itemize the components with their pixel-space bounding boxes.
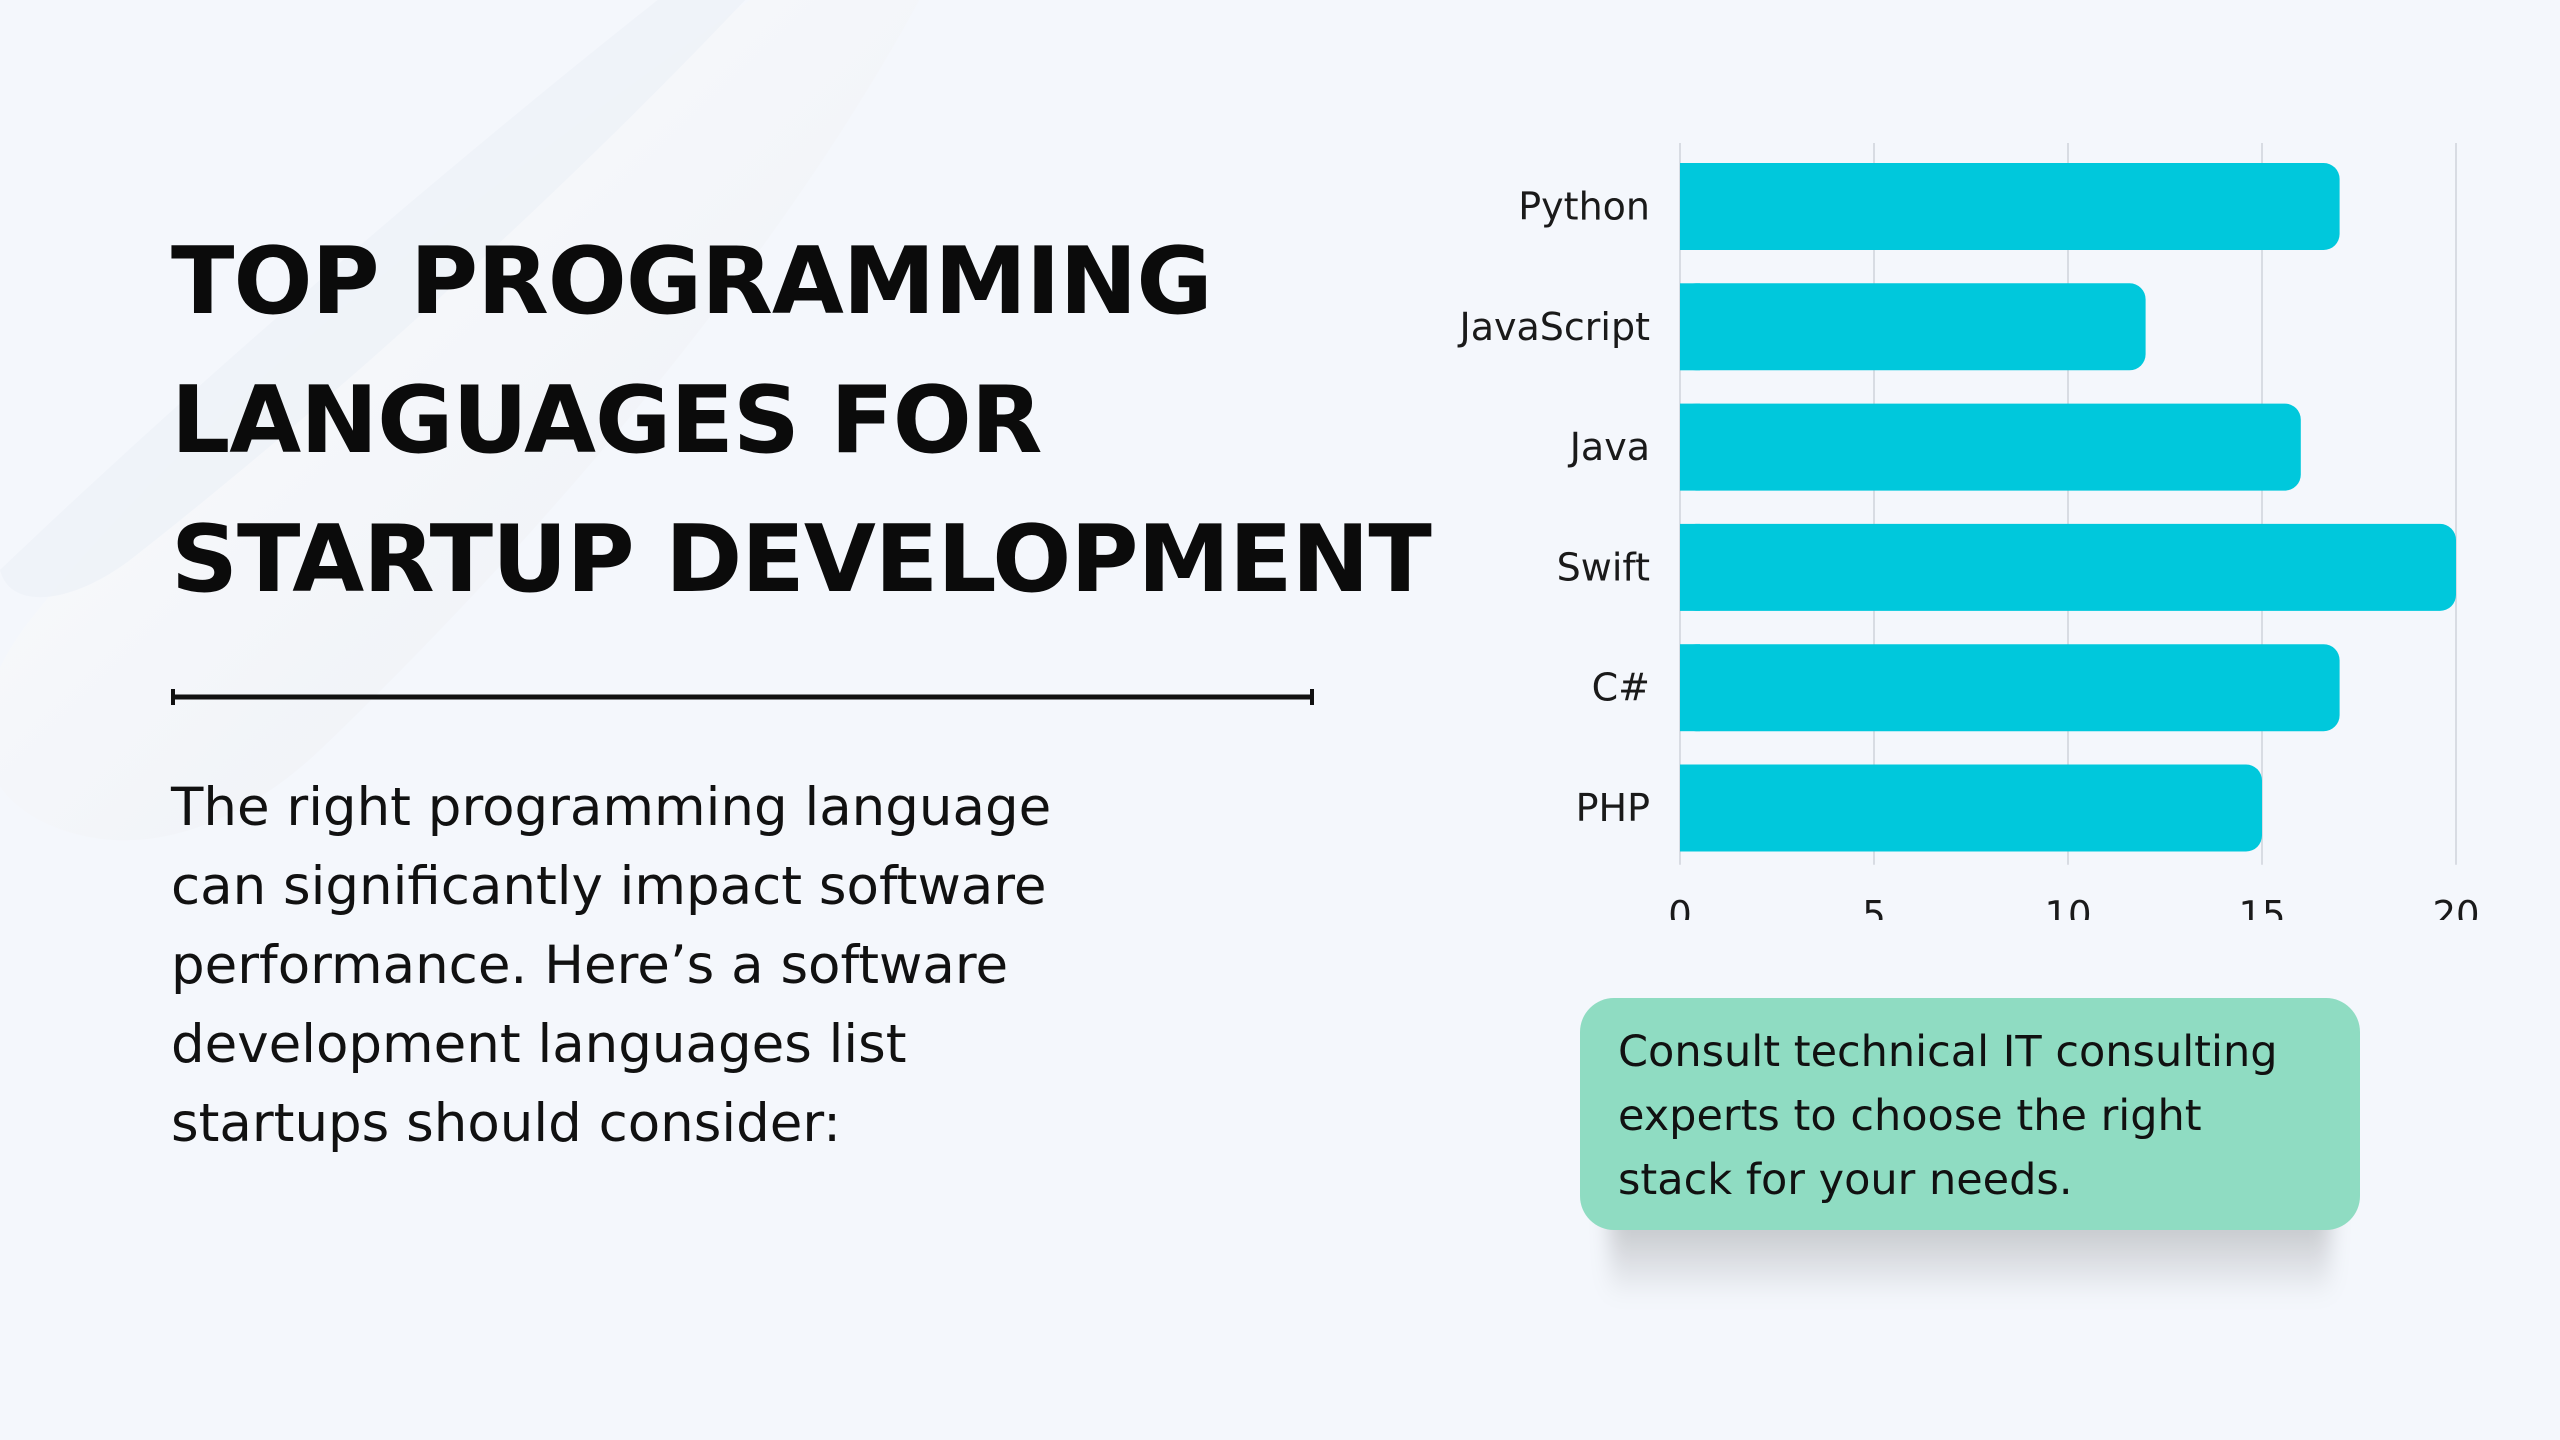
bar-base-4 bbox=[1680, 644, 1700, 732]
x-tick-label-4: 20 bbox=[2432, 893, 2479, 920]
title-line-1: TOP PROGRAMMING bbox=[171, 227, 1213, 335]
description-paragraph: The right programming language can signi… bbox=[171, 768, 1171, 1163]
description-line-4: development languages list bbox=[171, 1014, 907, 1075]
description-line-5: startups should consider: bbox=[171, 1093, 842, 1154]
x-tick-label-2: 10 bbox=[2044, 893, 2091, 920]
bar-c- bbox=[1680, 644, 2340, 732]
bar-python bbox=[1680, 163, 2340, 250]
category-label-5: PHP bbox=[1576, 786, 1650, 830]
x-tick-label-3: 15 bbox=[2238, 893, 2285, 920]
x-tick-label-0: 0 bbox=[1668, 893, 1692, 920]
title-line-3: STARTUP DEVELOPMENT bbox=[171, 505, 1432, 613]
category-label-2: Java bbox=[1568, 425, 1650, 469]
category-label-0: Python bbox=[1518, 185, 1650, 229]
callout-line-3: stack for your needs. bbox=[1618, 1155, 2073, 1205]
bar-java bbox=[1680, 403, 2301, 491]
consulting-callout: Consult technical IT consulting experts … bbox=[1580, 998, 2360, 1230]
description-line-3: performance. Here’s a software bbox=[171, 935, 1009, 996]
bar-base-5 bbox=[1680, 764, 1700, 852]
title-divider bbox=[171, 689, 1314, 705]
category-label-4: C# bbox=[1592, 666, 1650, 710]
bar-javascript bbox=[1680, 283, 2146, 371]
description-line-1: The right programming language bbox=[171, 777, 1052, 838]
bar-base-1 bbox=[1680, 283, 1700, 371]
category-label-1: JavaScript bbox=[1458, 305, 1650, 349]
bar-php bbox=[1680, 764, 2262, 852]
x-tick-label-1: 5 bbox=[1862, 893, 1886, 920]
bar-swift bbox=[1680, 523, 2456, 611]
bar-base-0 bbox=[1680, 163, 1700, 250]
bar-base-2 bbox=[1680, 403, 1700, 491]
language-bar-chart: Python JavaScript Java Swift C# PHP 0 5 10 15 20 bbox=[1400, 120, 2520, 920]
bar-chart-svg: Python JavaScript Java Swift C# PHP 0 5 10 15 20 bbox=[1458, 143, 2480, 920]
page-title: TOP PROGRAMMING LANGUAGES FOR STARTUP DE… bbox=[171, 212, 1471, 629]
category-label-3: Swift bbox=[1557, 545, 1650, 589]
description-line-2: can significantly impact software bbox=[171, 856, 1047, 917]
title-line-2: LANGUAGES FOR bbox=[171, 366, 1042, 474]
callout-line-1: Consult technical IT consulting bbox=[1618, 1027, 2278, 1077]
callout-line-2: experts to choose the right bbox=[1618, 1091, 2202, 1141]
bar-base-3 bbox=[1680, 523, 1700, 611]
